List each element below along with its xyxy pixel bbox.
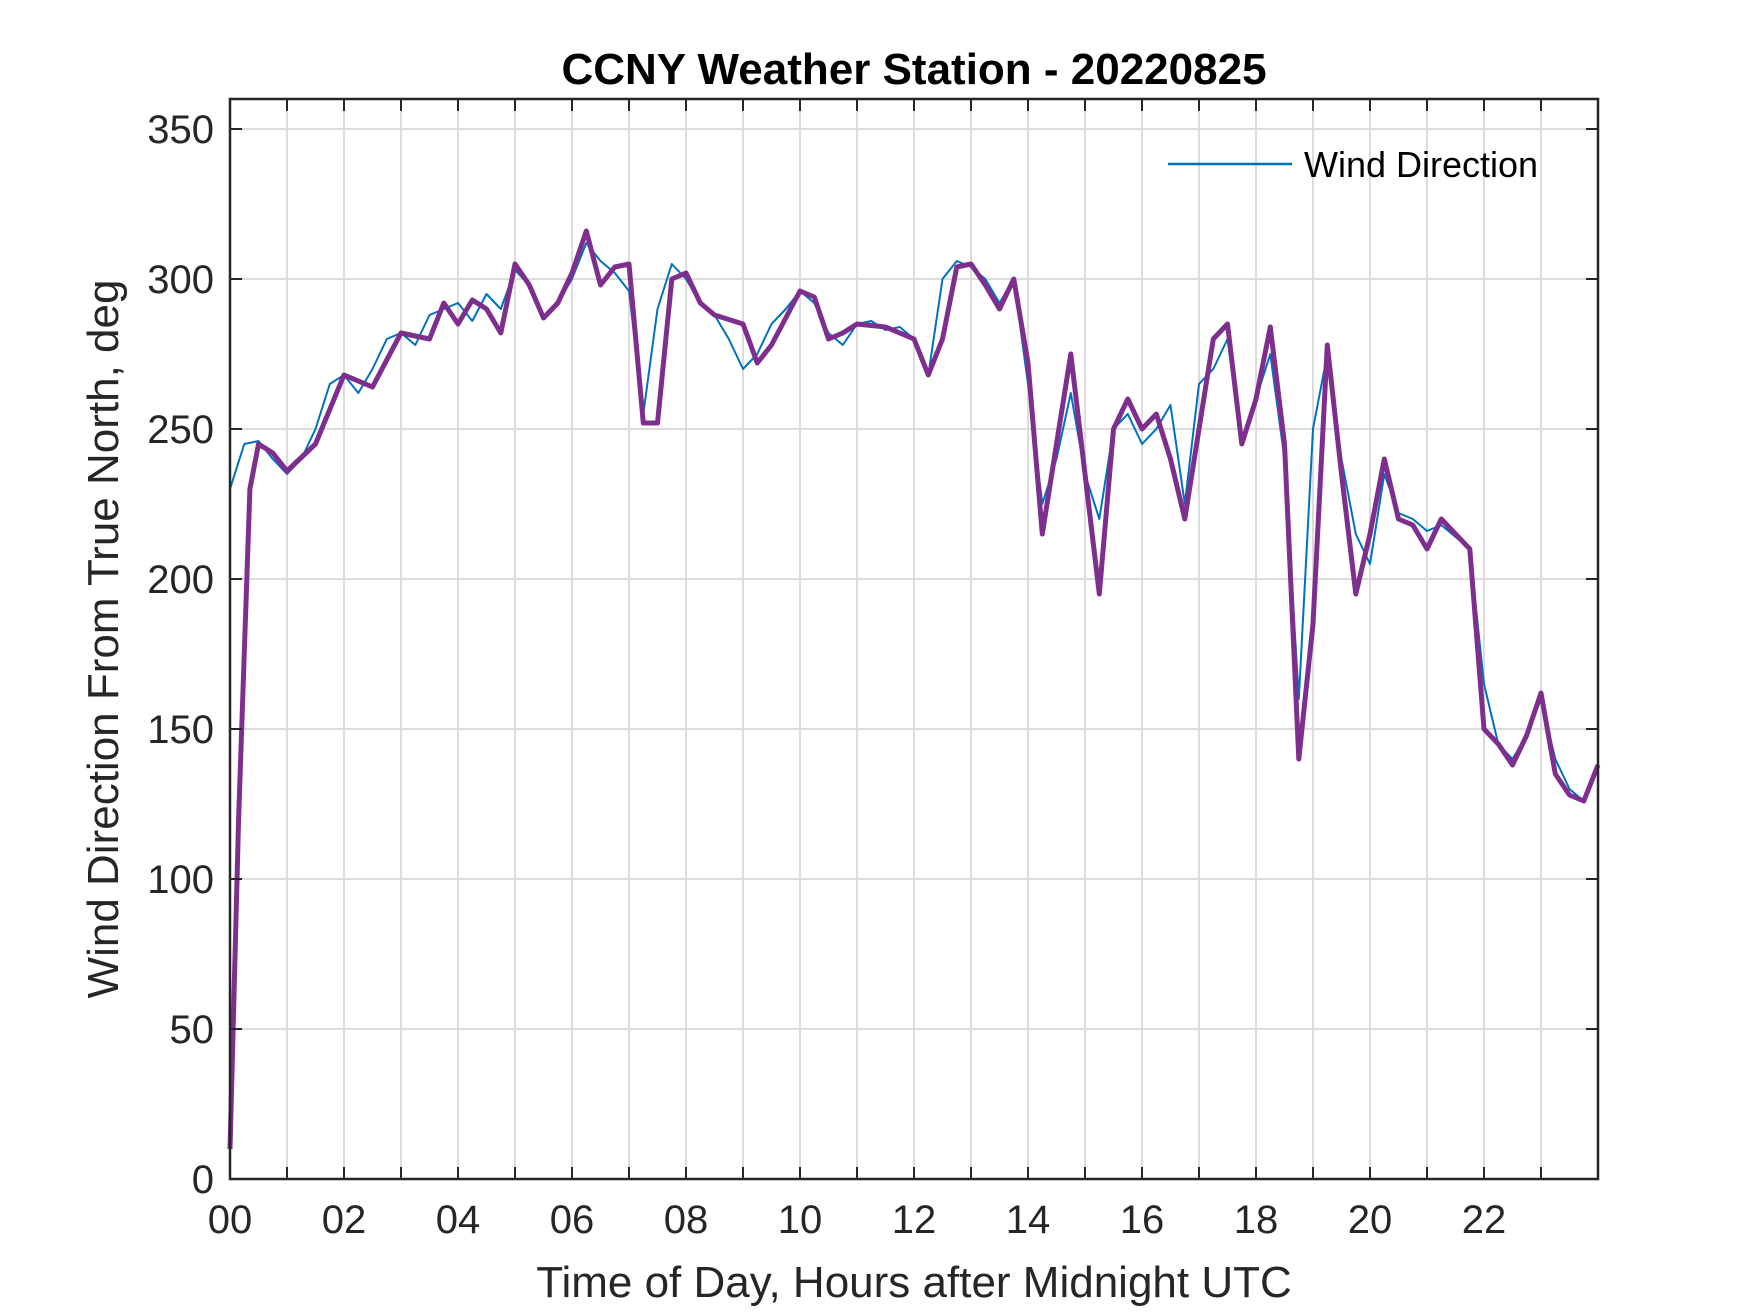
y-tick-label: 350 [147,108,214,152]
y-tick-label: 0 [192,1158,214,1202]
x-tick-label: 14 [1006,1198,1051,1242]
x-tick-label: 00 [208,1198,253,1242]
chart-title: CCNY Weather Station - 20220825 [561,45,1266,94]
y-tick-label: 200 [147,558,214,602]
x-tick-label: 12 [892,1198,937,1242]
x-tick-label: 20 [1348,1198,1393,1242]
axis-ticks [230,99,1598,1180]
x-axis-label: Time of Day, Hours after Midnight UTC [536,1258,1292,1307]
x-tick-label: 18 [1234,1198,1279,1242]
legend: Wind Direction [1168,144,1538,185]
x-tick-label: 08 [664,1198,709,1242]
x-tick-label: 22 [1462,1198,1507,1242]
y-tick-label: 150 [147,708,214,752]
tick-labels: 0 50 100 150 200 250 300 350 00 02 04 06 08 10 12 14 16 1… [147,108,1506,1242]
series-layer [227,228,1601,1150]
y-tick-label: 300 [147,258,214,302]
y-tick-label: 100 [147,858,214,902]
x-tick-label: 16 [1120,1198,1165,1242]
y-tick-label: 250 [147,408,214,452]
legend-label-wind-direction: Wind Direction [1304,144,1538,185]
series-line-average [227,228,1601,1150]
x-tick-label: 10 [778,1198,823,1242]
x-tick-label: 04 [436,1198,481,1242]
x-tick-label: 06 [550,1198,595,1242]
x-tick-label: 02 [322,1198,367,1242]
y-tick-label: 50 [170,1008,215,1052]
y-axis-label: Wind Direction From True North, deg [79,280,128,999]
